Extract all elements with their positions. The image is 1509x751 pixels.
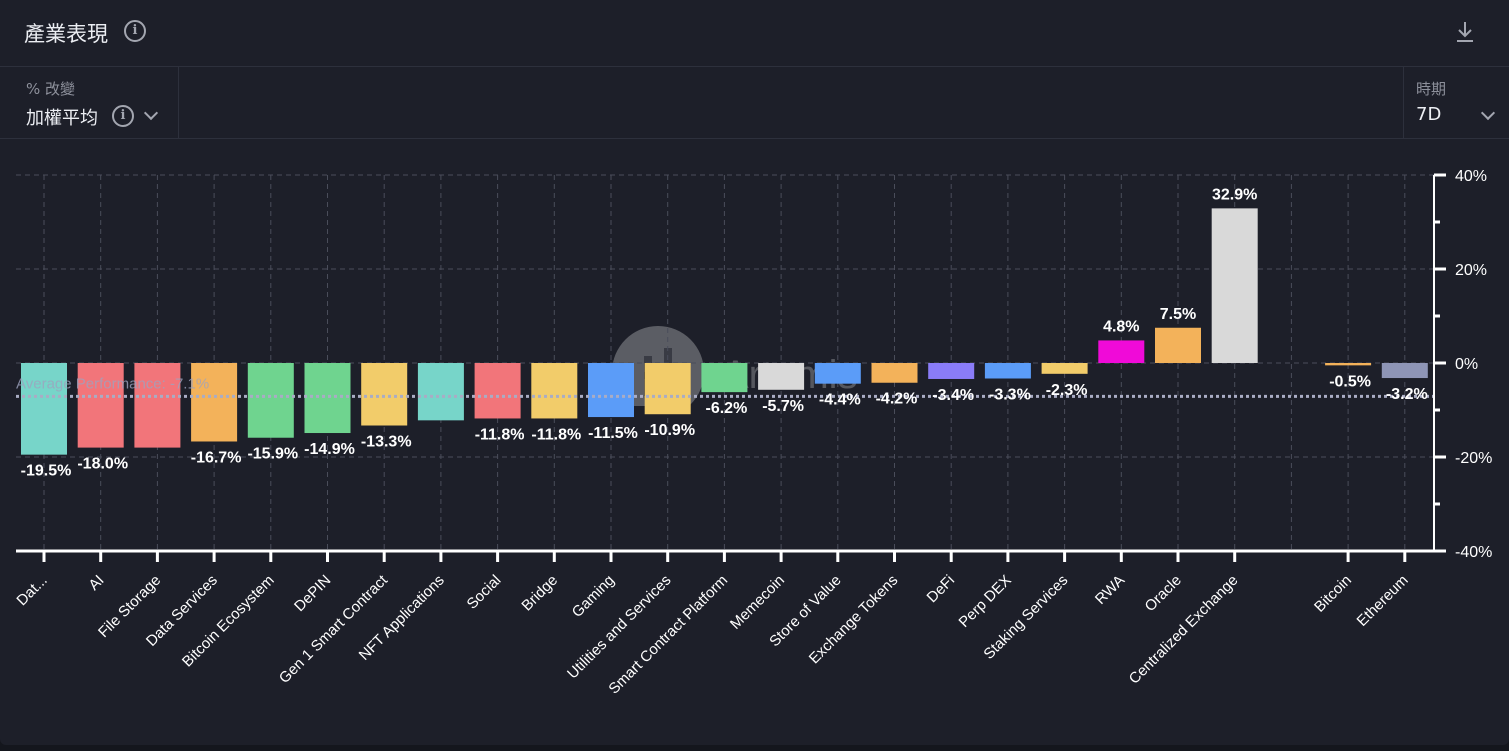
data-label: -3.3% bbox=[989, 387, 1031, 404]
bar-chart: Average Performance: -7.1% -19.5% -18.0% -1… bbox=[13, 168, 1492, 698]
bar-smart-contract-platform[interactable] bbox=[701, 363, 748, 393]
x-tick-label: Ethereum bbox=[1354, 572, 1412, 630]
y-tick-label: 20% bbox=[1455, 262, 1487, 279]
bar-gaming[interactable] bbox=[588, 363, 634, 418]
x-tick-label: Centralized Exchange bbox=[1126, 572, 1242, 688]
data-label: -5.7% bbox=[762, 398, 804, 415]
bar-bitcoin[interactable] bbox=[1325, 363, 1372, 366]
data-label: -16.7% bbox=[191, 449, 242, 466]
x-tick-label: Gaming bbox=[569, 572, 618, 621]
data-label: -15.9% bbox=[247, 446, 298, 463]
bar-exchange-tokens[interactable] bbox=[871, 363, 918, 383]
bar-ethereum[interactable] bbox=[1381, 363, 1428, 379]
data-label: -18.0% bbox=[77, 456, 128, 473]
bar-bridge[interactable] bbox=[531, 363, 578, 419]
x-tick-label: Gen 1 Smart Contract bbox=[276, 571, 392, 687]
y-tick-label: 40% bbox=[1455, 168, 1487, 185]
x-tick-label: DeFi bbox=[924, 572, 958, 606]
data-label: -2.3% bbox=[1046, 382, 1088, 399]
x-tick-label: RWA bbox=[1092, 572, 1128, 608]
bar-data-services[interactable] bbox=[191, 363, 238, 442]
average-label: Average Performance: -7.1% bbox=[16, 375, 209, 392]
bar-ai[interactable] bbox=[77, 363, 124, 448]
y-tick-label: -20% bbox=[1455, 450, 1492, 467]
x-tick-label: Social bbox=[464, 572, 505, 613]
bar-centralized-exchange[interactable] bbox=[1211, 208, 1258, 363]
bar-nft-applications[interactable] bbox=[417, 363, 464, 421]
data-label: -13.3% bbox=[361, 434, 412, 451]
download-icon[interactable] bbox=[1452, 20, 1478, 44]
data-label: -11.8% bbox=[475, 426, 525, 443]
period-value: 7D bbox=[1416, 104, 1442, 125]
data-label: -3.4% bbox=[932, 387, 974, 404]
x-tick-label: Utilities and Services bbox=[564, 572, 674, 682]
x-tick-label: Bridge bbox=[518, 572, 561, 615]
info-icon[interactable]: i bbox=[112, 105, 134, 127]
data-label: -3.2% bbox=[1386, 386, 1428, 403]
panel-header: 產業表現 i bbox=[0, 0, 1509, 67]
chevron-down-icon bbox=[143, 105, 159, 121]
bar-depin[interactable] bbox=[304, 363, 351, 434]
x-tick-label: Oracle bbox=[1142, 572, 1185, 615]
bar-store-of-value[interactable] bbox=[814, 363, 861, 384]
data-label: 7.5% bbox=[1160, 306, 1196, 323]
x-tick-label: Dat... bbox=[13, 572, 50, 609]
data-label: 4.8% bbox=[1103, 318, 1139, 335]
data-label: -10.9% bbox=[644, 422, 695, 439]
data-label: -4.4% bbox=[819, 392, 861, 409]
data-label: -6.2% bbox=[706, 400, 748, 417]
data-label: 32.9% bbox=[1212, 186, 1257, 203]
y-tick-label: 0% bbox=[1455, 356, 1478, 373]
x-tick-label: Memecoin bbox=[727, 572, 788, 633]
y-tick-label: -40% bbox=[1455, 544, 1492, 561]
bar-defi[interactable] bbox=[928, 363, 975, 379]
bar-oracle[interactable] bbox=[1155, 327, 1201, 363]
controls-bar: % 改變 加權平均 i 時期 7D bbox=[0, 67, 1509, 139]
metric-dropdown[interactable]: % 改變 加權平均 i bbox=[0, 67, 179, 138]
bar-gen-1-smart-contract[interactable] bbox=[361, 363, 408, 426]
x-tick-label: Perp DEX bbox=[956, 572, 1015, 631]
x-tick-label: Bitcoin bbox=[1311, 572, 1355, 616]
bar-memecoin[interactable] bbox=[758, 363, 805, 390]
bar-rwa[interactable] bbox=[1098, 340, 1145, 363]
period-dropdown[interactable]: 時期 7D bbox=[1403, 67, 1509, 138]
bar-file-storage[interactable] bbox=[134, 363, 181, 448]
metric-label: % 改變 bbox=[26, 80, 76, 98]
info-icon[interactable]: i bbox=[124, 20, 146, 42]
bar-utilities-and-services[interactable] bbox=[644, 363, 691, 415]
data-label: -0.5% bbox=[1329, 373, 1371, 390]
data-label: -19.5% bbox=[21, 463, 72, 480]
x-tick-label: AI bbox=[85, 572, 107, 594]
data-label: -4.2% bbox=[876, 391, 918, 408]
bar-dat-[interactable] bbox=[21, 363, 67, 455]
data-label: -11.5% bbox=[588, 425, 638, 442]
panel-title: 產業表現 bbox=[24, 22, 108, 46]
bar-staking-services[interactable] bbox=[1041, 363, 1088, 374]
chevron-down-icon bbox=[1480, 105, 1496, 121]
data-label: -11.8% bbox=[531, 426, 581, 443]
bar-social[interactable] bbox=[474, 363, 521, 419]
x-tick-label: DePIN bbox=[291, 572, 334, 615]
period-label: 時期 bbox=[1416, 80, 1447, 98]
bar-bitcoin-ecosystem[interactable] bbox=[247, 363, 294, 438]
data-label: -14.9% bbox=[304, 441, 355, 458]
bar-perp-dex[interactable] bbox=[984, 363, 1031, 379]
metric-value: 加權平均 bbox=[26, 108, 98, 129]
x-tick-label: Smart Contract Platform bbox=[605, 572, 731, 698]
